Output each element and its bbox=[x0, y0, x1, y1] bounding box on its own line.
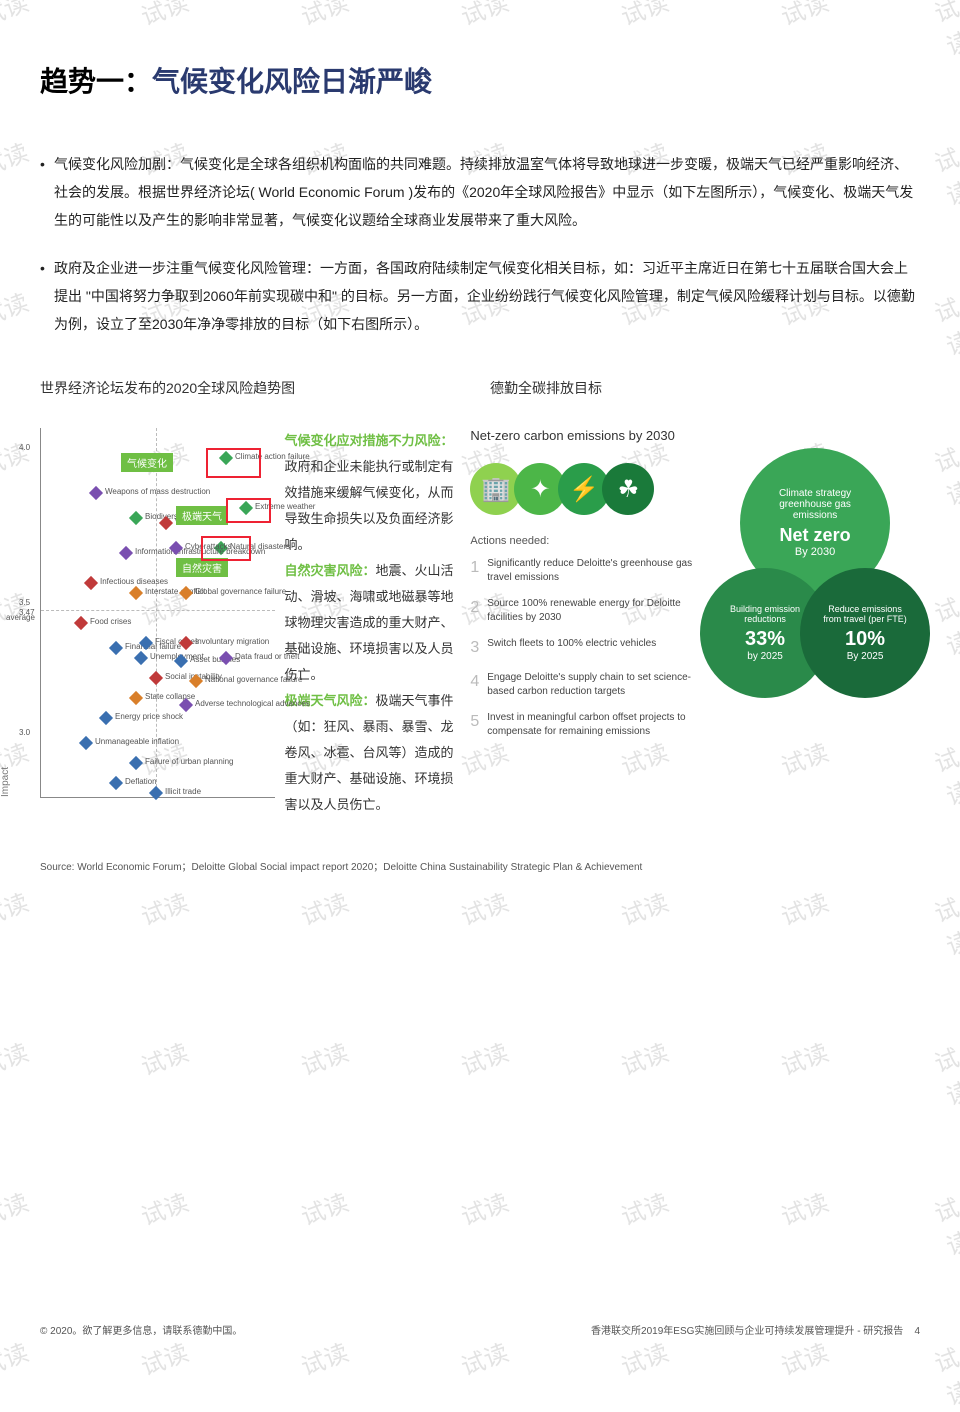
action-item: 2Source 100% renewable energy for Deloit… bbox=[470, 597, 695, 625]
actions-heading: Actions needed: bbox=[470, 535, 695, 547]
action-item: 3Switch fleets to 100% electric vehicles bbox=[470, 637, 695, 659]
risk-tag: 极端天气 bbox=[176, 506, 228, 525]
footer-left: © 2020。欲了解更多信息，请联系德勤中国。 bbox=[40, 1322, 242, 1337]
scatter-point bbox=[99, 711, 113, 725]
scatter-point bbox=[129, 511, 143, 525]
highlight-box bbox=[226, 498, 271, 523]
subhead-right: 德勤全碳排放目标 bbox=[490, 378, 920, 398]
risk-desc-item: 极端天气风险：极端天气事件（如：狂风、暴雨、暴雪、龙卷风、冰雹、台风等）造成的重… bbox=[285, 688, 461, 818]
bullets: 气候变化风险加剧：气候变化是全球各组织机构面临的共同难题。持续排放温室气体将导致… bbox=[40, 150, 920, 338]
netzero-icon: ☘ bbox=[602, 463, 654, 515]
scatter-point bbox=[129, 586, 143, 600]
y-axis-label: Impact bbox=[0, 767, 11, 797]
risk-desc-item: 气候变化应对措施不力风险：政府和企业未能执行或制定有效措施来缓解气候变化，从而导… bbox=[285, 428, 461, 558]
page-title: 趋势一：气候变化风险日渐严峻 bbox=[40, 60, 920, 100]
risk-desc-item: 自然灾害风险：地震、火山活动、滑坡、海啸或地磁暴等地球物理灾害造成的重大财产、基… bbox=[285, 558, 461, 688]
scatter-point bbox=[109, 776, 123, 790]
netzero-title: Net-zero carbon emissions by 2030 bbox=[470, 428, 695, 443]
scatter-point bbox=[79, 736, 93, 750]
scatter-point bbox=[149, 671, 163, 685]
scatter-point bbox=[89, 486, 103, 500]
subhead-left: 世界经济论坛发布的2020全球风险趋势图 bbox=[40, 378, 470, 398]
highlight-box bbox=[201, 536, 251, 561]
scatter-point bbox=[129, 691, 143, 705]
scatter-point bbox=[149, 786, 163, 800]
title-prefix: 趋势一： bbox=[40, 66, 152, 97]
scatter-point bbox=[74, 616, 88, 630]
risk-descriptions: 气候变化应对措施不力风险：政府和企业未能执行或制定有效措施来缓解气候变化，从而导… bbox=[285, 428, 461, 818]
scatter-point bbox=[84, 576, 98, 590]
action-item: 5Invest in meaningful carbon offset proj… bbox=[470, 711, 695, 739]
scatter-point bbox=[119, 546, 133, 560]
action-item: 4Engage Deloitte's supply chain to set s… bbox=[470, 671, 695, 699]
bullet-2: 政府及企业进一步注重气候变化风险管理：一方面，各国政府陆续制定气候变化相关目标，… bbox=[40, 254, 920, 338]
title-main: 气候变化风险日渐严峻 bbox=[152, 66, 432, 97]
scatter-point bbox=[109, 641, 123, 655]
risk-tag: 气候变化 bbox=[121, 453, 173, 472]
risk-scatter-chart: Impact 4.03.53.473.0averageClimate actio… bbox=[40, 428, 275, 798]
source-note: Source: World Economic Forum；Deloitte Gl… bbox=[40, 858, 920, 873]
venn-bottom-right: Reduce emissions from travel (per FTE) 1… bbox=[800, 568, 930, 698]
footer-right: 香港联交所2019年ESG实施回顾与企业可持续发展管理提升 - 研究报告 4 bbox=[591, 1322, 920, 1337]
deloitte-actions: Net-zero carbon emissions by 2030 🏢✦⚡☘ A… bbox=[470, 428, 695, 818]
highlight-box bbox=[206, 448, 261, 478]
bullet-1: 气候变化风险加剧：气候变化是全球各组织机构面临的共同难题。持续排放温室气体将导致… bbox=[40, 150, 920, 234]
scatter-point bbox=[129, 756, 143, 770]
action-item: 1Significantly reduce Deloitte's greenho… bbox=[470, 557, 695, 585]
scatter-point bbox=[134, 651, 148, 665]
venn-diagram: Climate strategy greenhouse gas emission… bbox=[705, 428, 920, 798]
net-zero-icons: 🏢✦⚡☘ bbox=[470, 463, 695, 515]
